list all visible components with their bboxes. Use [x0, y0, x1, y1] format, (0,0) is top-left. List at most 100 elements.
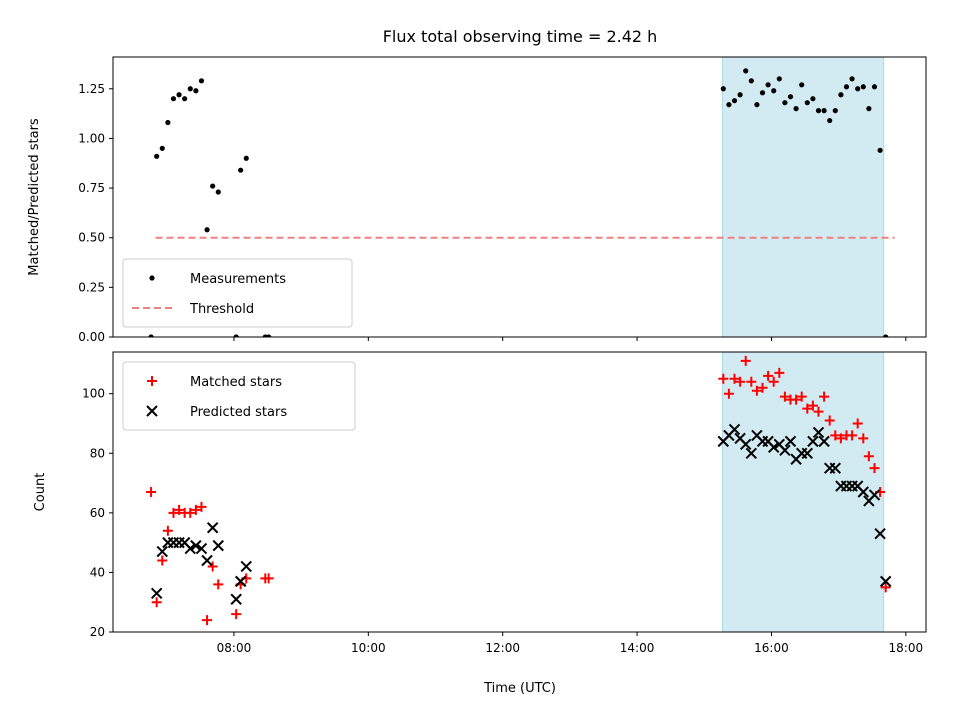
predicted-star-point [812, 426, 825, 439]
y-tick-label: 1.00 [78, 131, 105, 145]
x-tick: 16:00 [754, 632, 789, 655]
measurement-point [765, 82, 771, 88]
predicted-star-point [240, 560, 252, 573]
measurement-point [720, 86, 726, 92]
predicted-star-point [879, 575, 892, 588]
predicted-star-point [728, 423, 741, 436]
measurement-point [170, 96, 177, 102]
y-tick: 0.00 [78, 330, 113, 344]
observing-window-shade [721, 56, 885, 338]
predicted-star-point [818, 435, 830, 448]
y-tick: 100 [82, 387, 113, 401]
predicted-star-point [784, 435, 797, 448]
matched-star-point [847, 430, 858, 441]
matched-star-point [869, 463, 880, 474]
count-panel: 20 40 60 80 100 08:00 10:00 12:00 14:00 16:00 18:0… [82, 351, 927, 697]
y-tick: 60 [90, 506, 113, 520]
x-axis-label: Time (UTC) [483, 681, 556, 696]
predicted-star-point [829, 462, 842, 474]
matched-star-point [802, 403, 813, 414]
matched-star-point [168, 507, 179, 518]
y-tick: 80 [90, 446, 113, 460]
observing-window-shade [721, 351, 885, 633]
axes-frame [112, 351, 927, 633]
matched-star-point [196, 501, 207, 512]
legend-entry: Matched stars [190, 375, 282, 390]
matched-star-point [231, 609, 242, 620]
matched-star-point [207, 561, 218, 572]
x-tick: 08:00 [217, 632, 252, 655]
y-tick: 0.75 [78, 181, 113, 195]
measurement-point [787, 94, 794, 100]
matched-star-point [740, 355, 751, 366]
measurement-point [154, 153, 160, 159]
measurement-point [860, 84, 866, 90]
matched-star-point [718, 373, 729, 384]
measurement-point [743, 68, 749, 74]
x-tick-label: 08:00 [217, 641, 252, 655]
matched-star-point [813, 406, 824, 417]
legend: Matched stars Predicted stars [122, 361, 356, 431]
y-tick: 20 [90, 625, 113, 639]
y-tick-label: 80 [90, 446, 105, 460]
measurement-point [866, 106, 872, 112]
predicted-star-point [779, 444, 791, 457]
predicted-star-point [260, 687, 270, 697]
measurement-point [754, 102, 760, 108]
measurement-point [855, 86, 861, 92]
legend-entry: Threshold [189, 302, 254, 317]
predicted-star-point [156, 545, 168, 558]
ratio-panel: 0.00 0.25 0.50 0.75 1.00 1.25 Measurements Thre… [78, 56, 927, 344]
matched-star-point [819, 391, 830, 402]
predicted-star-point [801, 447, 814, 459]
measurement-point [243, 155, 249, 161]
measurement-point [176, 92, 182, 98]
x-tick: 14:00 [620, 632, 654, 655]
legend-entry: Predicted stars [190, 405, 287, 420]
matched-star-point [791, 394, 802, 405]
x-tick-label: 12:00 [485, 641, 520, 655]
y-tick-label: 0.00 [78, 330, 105, 344]
y-tick: 40 [90, 565, 113, 579]
matched-star-point [213, 579, 224, 590]
predicted-star-point [184, 542, 196, 555]
matched-star-point [157, 555, 168, 566]
matched-star-point [162, 525, 173, 536]
measurement-point [771, 88, 777, 94]
matched-star-point [151, 597, 162, 608]
predicted-star-point [230, 593, 242, 605]
predicted-star-point [739, 438, 752, 451]
matched-star-point [768, 376, 779, 387]
measurement-point [187, 86, 193, 92]
measurement-point [159, 145, 165, 151]
x-tick: 12:00 [485, 632, 520, 655]
measurement-point [832, 108, 838, 114]
measurement-point [810, 96, 816, 102]
matched-star-point [835, 433, 846, 444]
matched-star-point [830, 430, 841, 441]
y-tick-label: 40 [90, 565, 105, 579]
measurement-point [210, 183, 216, 189]
matched-star-point [723, 388, 734, 399]
matched-star-point [735, 376, 746, 387]
measurement-point [148, 334, 154, 337]
matched-star-point [751, 385, 762, 396]
measurement-point [843, 84, 850, 90]
matched-star-point [174, 504, 185, 515]
matched-star-point [807, 400, 818, 411]
predicted-star-point [264, 687, 274, 697]
predicted-star-point [150, 587, 163, 599]
matched-star-point [774, 367, 785, 378]
measurement-point [838, 92, 844, 98]
measurement-point [726, 102, 732, 108]
matched-star-point [763, 370, 774, 381]
measurement-point [827, 117, 833, 124]
measurement-point [793, 106, 799, 112]
measurement-point [748, 78, 754, 84]
measurement-point [877, 147, 883, 153]
predicted-star-point [190, 539, 202, 552]
matched-star-point [146, 487, 157, 497]
chart-title: Flux total observing time = 2.42 h [383, 27, 658, 46]
measurement-point [204, 227, 210, 233]
